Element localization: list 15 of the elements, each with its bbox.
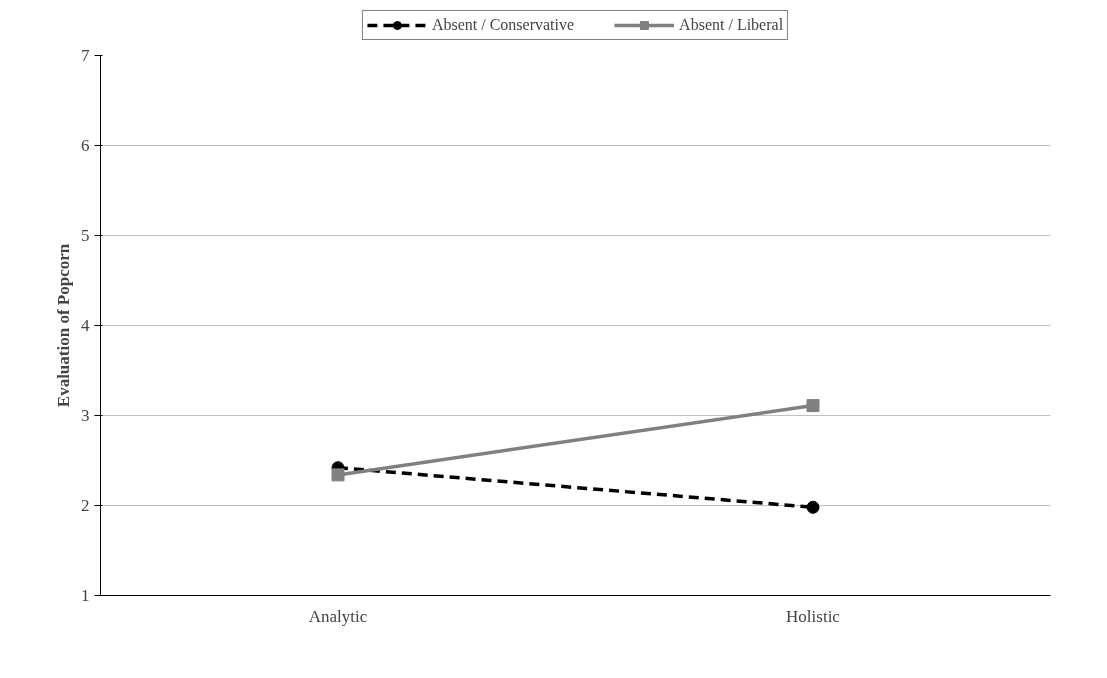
y-tick-label: 2: [81, 496, 90, 515]
x-tick-label: Analytic: [308, 606, 368, 626]
y-tick-label: 7: [81, 46, 90, 65]
y-tick-label: 5: [81, 226, 90, 245]
y-tick-label: 6: [81, 136, 90, 155]
point: [331, 468, 345, 482]
point: [806, 399, 820, 413]
legend-label: Absent / Liberal: [679, 16, 784, 34]
y-axis-title: Evaluation of Popcorn: [54, 243, 73, 408]
legend-label: Absent / Conservative: [431, 16, 575, 34]
y-tick-label: 4: [81, 316, 90, 335]
x-tick-label: Holistic: [786, 606, 841, 626]
point: [806, 500, 820, 514]
y-tick-label: 1: [81, 586, 90, 605]
y-tick-label: 3: [81, 406, 90, 425]
